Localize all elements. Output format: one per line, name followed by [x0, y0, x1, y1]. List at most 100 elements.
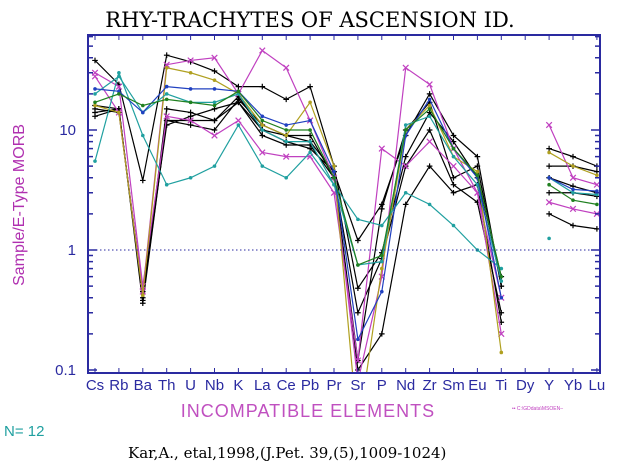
- data-point: [474, 163, 481, 169]
- data-point: [426, 163, 433, 169]
- data-point: [571, 198, 575, 203]
- data-point: [594, 226, 600, 232]
- data-point: [475, 169, 480, 174]
- data-point: [499, 350, 504, 355]
- data-point: [187, 57, 194, 64]
- data-point: [595, 189, 599, 193]
- data-point: [187, 117, 194, 124]
- data-point: [117, 110, 121, 115]
- data-point: [163, 106, 170, 112]
- data-point: [427, 114, 432, 119]
- data-point: [547, 236, 551, 241]
- data-point: [284, 123, 289, 127]
- data-point: [211, 117, 218, 124]
- data-point: [259, 83, 266, 90]
- data-point: [426, 127, 433, 133]
- data-point: [284, 139, 289, 144]
- data-point: [356, 431, 360, 435]
- plot-frame: [87, 34, 601, 374]
- data-point: [427, 97, 432, 102]
- data-point: [546, 211, 552, 217]
- x-tick-label: Rb: [109, 377, 128, 394]
- data-point: [356, 337, 360, 342]
- citation: Kar,A., etal,1998,(J.Pet. 39,(5),1009-10…: [128, 444, 446, 462]
- data-point: [356, 217, 360, 222]
- data-point: [570, 222, 576, 229]
- data-point: [235, 117, 242, 124]
- series-12: [93, 89, 599, 279]
- data-point: [545, 199, 553, 206]
- data-point: [595, 173, 599, 178]
- data-point: [236, 123, 241, 127]
- data-point: [211, 127, 218, 133]
- data-point: [593, 181, 600, 188]
- data-point: [379, 206, 385, 212]
- data-point: [117, 70, 121, 75]
- data-point: [164, 92, 169, 96]
- data-point: [163, 113, 170, 120]
- data-point: [475, 173, 480, 178]
- x-tick-label: Y: [544, 377, 554, 394]
- data-point: [188, 175, 193, 180]
- data-point: [284, 133, 289, 138]
- x-tick-label: Pb: [301, 377, 319, 394]
- data-point: [570, 153, 576, 160]
- data-point: [163, 61, 170, 68]
- data-point: [571, 164, 575, 168]
- data-point: [571, 187, 575, 192]
- data-point: [355, 237, 361, 244]
- data-point: [164, 84, 169, 89]
- data-point: [93, 100, 97, 105]
- data-point: [355, 309, 361, 316]
- data-point: [260, 118, 265, 123]
- x-tick-label: Lu: [589, 377, 606, 394]
- series-7: [91, 47, 600, 373]
- series-line: [94, 95, 502, 372]
- data-point: [188, 100, 193, 105]
- x-tick-label: Ba: [134, 377, 153, 394]
- data-point: [450, 138, 457, 145]
- data-point: [474, 153, 481, 160]
- data-point: [427, 107, 432, 111]
- data-point: [212, 164, 217, 168]
- data-point: [212, 103, 217, 108]
- data-point: [547, 150, 551, 155]
- y-tick-label: 0.1: [55, 362, 76, 379]
- data-point: [355, 285, 361, 292]
- x-tick-label: K: [233, 377, 243, 394]
- data-point: [260, 123, 265, 127]
- data-point: [547, 175, 551, 180]
- x-tick-label: Zr: [423, 377, 437, 394]
- data-point: [235, 83, 242, 90]
- data-point: [91, 73, 99, 80]
- data-point: [212, 87, 217, 91]
- x-tick-label: Th: [158, 377, 176, 394]
- data-point: [308, 118, 312, 123]
- data-point: [141, 133, 145, 138]
- data-point: [332, 182, 336, 187]
- series-line: [94, 90, 502, 277]
- data-point: [332, 175, 336, 180]
- data-point: [451, 154, 456, 159]
- data-point: [402, 201, 409, 208]
- data-point: [164, 65, 169, 70]
- data-point: [427, 202, 432, 207]
- chart-title: RHY-TRACHYTES OF ASCENSION ID.: [105, 8, 514, 32]
- series-line: [94, 67, 502, 373]
- data-point: [569, 174, 577, 181]
- data-point: [164, 182, 169, 187]
- data-point: [380, 266, 384, 271]
- data-point: [547, 182, 551, 187]
- x-tick-label: Cs: [86, 377, 104, 394]
- series-line: [94, 72, 502, 361]
- x-axis-label: INCOMPATIBLE ELEMENTS: [181, 401, 435, 421]
- data-point: [571, 190, 575, 195]
- data-point: [546, 189, 552, 196]
- data-point: [499, 279, 504, 283]
- series-layer: [91, 47, 600, 435]
- data-point: [450, 189, 457, 196]
- x-tick-label: Eu: [468, 377, 486, 394]
- data-point: [450, 181, 457, 188]
- data-point: [260, 164, 265, 168]
- data-point: [212, 100, 217, 105]
